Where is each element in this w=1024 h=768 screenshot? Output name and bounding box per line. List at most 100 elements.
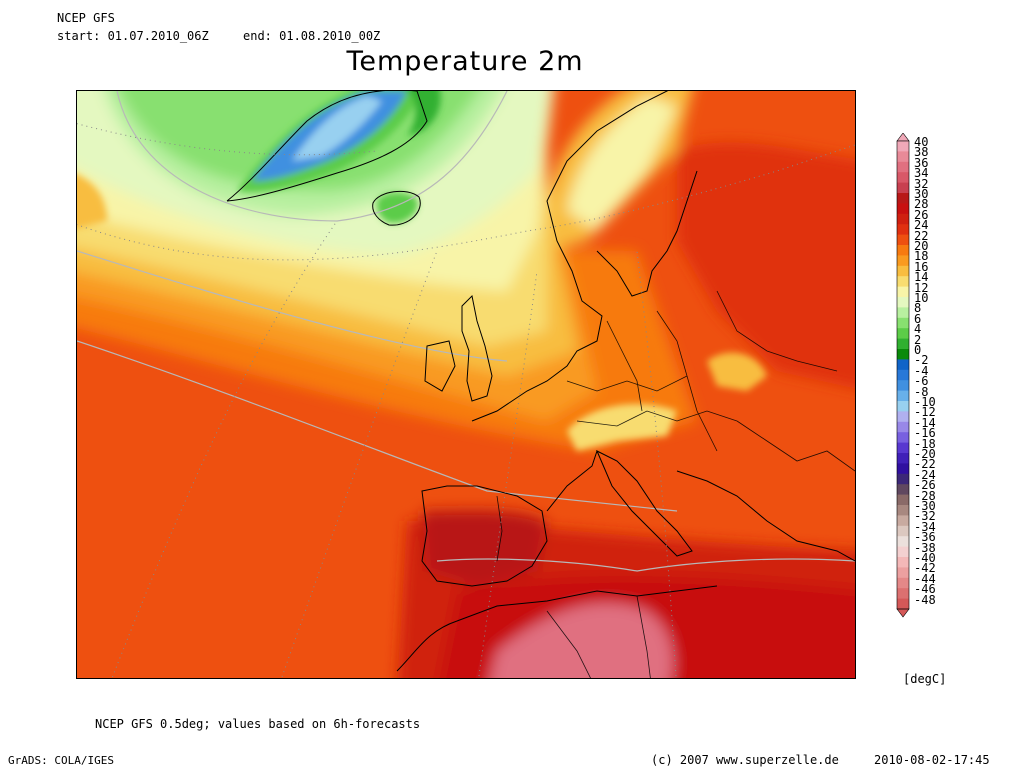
legend-tick-label: -38 [914, 540, 936, 555]
legend-tick-label: 32 [914, 176, 929, 191]
legend-swatch [897, 588, 909, 599]
legend-tick-label: -48 [914, 592, 936, 607]
legend-swatch [897, 380, 909, 391]
legend-tick-label: 26 [914, 207, 929, 222]
legend-tick-label: 40 [914, 135, 929, 149]
timestamp: 2010-08-02-17:45 [874, 753, 990, 767]
legend-swatch [897, 276, 909, 287]
legend-swatch [897, 369, 909, 381]
legend-tick-label: -18 [914, 436, 936, 451]
legend-tick-label: -22 [914, 457, 936, 472]
legend-tick-label: -30 [914, 499, 936, 513]
legend-swatch [897, 255, 909, 267]
legend-swatch [897, 161, 909, 173]
legend-swatch [897, 484, 909, 495]
legend-swatch [897, 349, 909, 360]
legend-swatch [897, 463, 909, 475]
border-line [566, 375, 688, 392]
carpathians-cool [707, 352, 767, 391]
border-line [576, 410, 738, 427]
legend-tick-label: 18 [914, 249, 929, 264]
legend-tick-label: 36 [914, 155, 929, 170]
coast-ireland [424, 340, 456, 392]
coast-mediterranean-north [546, 450, 855, 562]
borders [496, 290, 855, 678]
border-line [606, 320, 643, 412]
coast-iceland [372, 190, 421, 226]
greenland-coldest [292, 96, 382, 161]
coast-italy [596, 449, 693, 557]
legend-swatch [897, 328, 909, 339]
legend-swatch [897, 359, 909, 371]
legend-swatch [897, 172, 909, 183]
newfoundland-warm [77, 174, 107, 229]
legend-swatch [897, 182, 909, 194]
legend-frame [896, 140, 910, 610]
end-time: end: 01.08.2010_00Z [243, 29, 381, 43]
legend-tick-label: -36 [914, 530, 936, 545]
legend-tick-label: 0 [914, 343, 922, 357]
unit-label: [degC] [903, 672, 947, 686]
border-line [546, 595, 651, 678]
legend-tick-label: -10 [914, 395, 936, 409]
legend-swatch [897, 224, 909, 235]
legend-swatch [897, 557, 909, 568]
legend-tick-label: -26 [914, 478, 936, 493]
legend-swatch [897, 265, 909, 277]
legend-tick-label: 30 [914, 187, 929, 201]
legend-min-arrow [896, 608, 910, 618]
legend-max-arrow [896, 133, 910, 142]
legend-colorbar [896, 133, 910, 618]
legend-swatch [897, 505, 909, 516]
start-time: start: 01.07.2010_06Z [57, 29, 209, 43]
temperature-map [76, 90, 856, 679]
legend-tick-label: -32 [914, 509, 936, 524]
border-line [716, 290, 838, 372]
contour-line [116, 91, 508, 222]
legend-tick-label: -12 [914, 405, 936, 420]
legend-swatch [897, 193, 909, 204]
legend-swatch [897, 577, 909, 589]
legend-swatch [897, 203, 909, 215]
legend-swatch [897, 390, 909, 402]
graticule [77, 123, 855, 678]
legend-swatch [897, 297, 909, 308]
legend-tick-label: -8 [914, 384, 929, 399]
legend-swatch [897, 401, 909, 412]
contours [77, 91, 855, 572]
legend-swatch [897, 307, 909, 319]
grads-credit: GrADS: COLA/IGES [8, 754, 114, 767]
contour-line [77, 250, 508, 362]
legend-tick-label: -2 [914, 353, 929, 368]
legend-swatch [897, 432, 909, 443]
legend-swatch [897, 338, 909, 350]
contour-line [77, 340, 678, 512]
legend-tick-label: 4 [914, 322, 922, 337]
legend-swatch [897, 213, 909, 225]
legend-tick-label: -20 [914, 447, 936, 461]
legend-tick-label: -42 [914, 561, 936, 576]
legend-tick-label: 8 [914, 301, 922, 316]
legend-swatch [897, 421, 909, 433]
legend-tick-label: 20 [914, 239, 929, 253]
legend-tick-label: 6 [914, 311, 922, 326]
legend-swatch [897, 317, 909, 329]
legend-tick-label: -6 [914, 374, 929, 389]
legend-swatch [897, 245, 909, 256]
coast-europe [471, 91, 669, 422]
footnote: NCEP GFS 0.5deg; values based on 6h-fore… [95, 717, 421, 731]
legend-swatch [897, 151, 909, 163]
legend-tick-label: 34 [914, 166, 929, 181]
legend-tick-label: -4 [914, 363, 929, 378]
band-sahara-core [490, 603, 673, 678]
legend-tick-label: 12 [914, 280, 929, 295]
legend-swatch [897, 598, 909, 610]
border-line [656, 310, 718, 452]
legend-swatch [897, 442, 909, 454]
graticule-line [281, 250, 438, 678]
legend-tick-label: -44 [914, 571, 936, 586]
legend-swatch [897, 567, 909, 579]
legend-swatch [897, 411, 909, 423]
legend-tick-label: 2 [914, 332, 922, 347]
legend-swatch [897, 494, 909, 506]
